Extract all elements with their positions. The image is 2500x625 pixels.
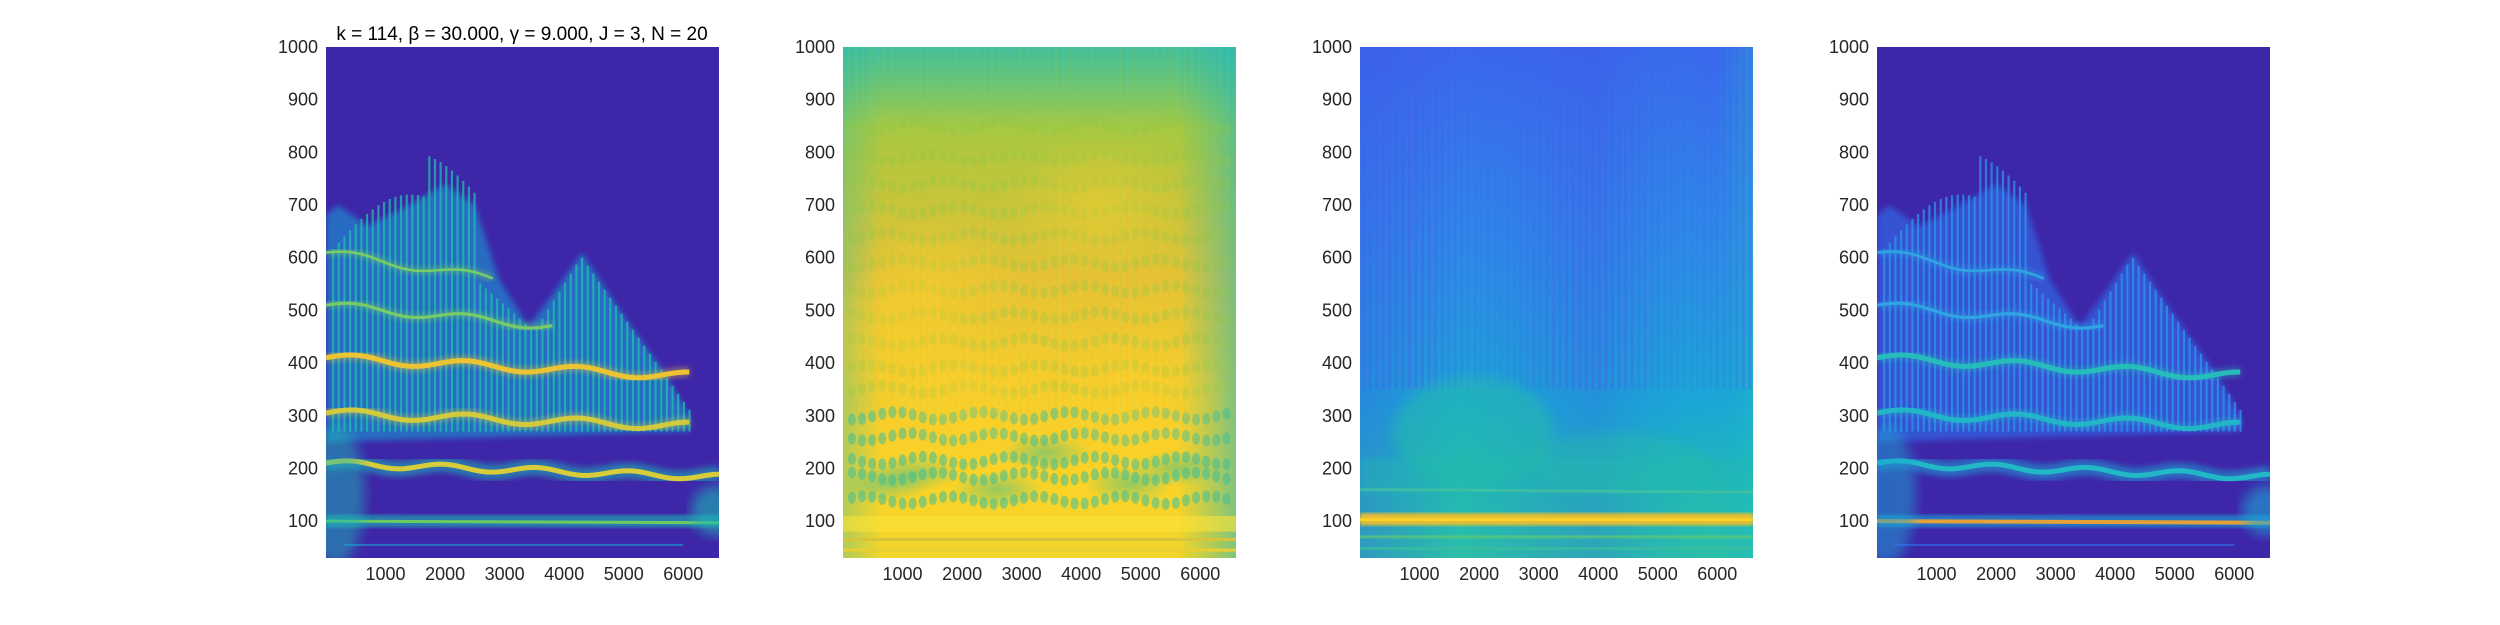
y-tick-label: 500: [1322, 300, 1352, 320]
x-tick-label: 1000: [883, 564, 923, 584]
y-tick-label: 100: [288, 511, 318, 531]
y-tick-label: 800: [1322, 142, 1352, 162]
y-tick-label: 600: [1322, 248, 1352, 268]
x-tick-label: 6000: [2214, 564, 2254, 584]
x-tick-label: 3000: [1519, 564, 1559, 584]
panel-1-spectrogram: [326, 156, 719, 558]
y-tick-label: 800: [1839, 142, 1869, 162]
x-tick-label: 6000: [663, 564, 703, 584]
x-tick-label: 5000: [604, 564, 644, 584]
x-tick-label: 4000: [2095, 564, 2135, 584]
x-tick-label: 2000: [1459, 564, 1499, 584]
x-tick-label: 3000: [485, 564, 525, 584]
y-tick-label: 200: [805, 458, 835, 478]
x-tick-label: 6000: [1697, 564, 1737, 584]
y-tick-label: 400: [805, 353, 835, 373]
heatmap-panel-2: 100 200 300 400 500 600 700 800 900 1000 1000 2000 3…: [795, 37, 1236, 584]
y-tick-label: 500: [288, 300, 318, 320]
y-tick-label: 200: [288, 458, 318, 478]
y-tick-label: 500: [1839, 300, 1869, 320]
y-tick-label: 1000: [1829, 37, 1869, 57]
y-tick-label: 300: [805, 406, 835, 426]
y-tick-label: 700: [1322, 195, 1352, 215]
x-tick-label: 2000: [425, 564, 465, 584]
x-tick-label: 5000: [2155, 564, 2195, 584]
y-tick-label: 200: [1322, 458, 1352, 478]
panel-2-ticks: 100 200 300 400 500 600 700 800 900 1000 1000 2000 3…: [795, 37, 1220, 584]
y-tick-label: 1000: [1312, 37, 1352, 57]
y-tick-label: 800: [805, 142, 835, 162]
y-tick-label: 1000: [795, 37, 835, 57]
y-tick-label: 300: [1839, 406, 1869, 426]
x-tick-label: 4000: [1061, 564, 1101, 584]
y-tick-label: 900: [288, 90, 318, 110]
x-tick-label: 1000: [1917, 564, 1957, 584]
x-tick-label: 1000: [1400, 564, 1440, 584]
x-tick-label: 5000: [1121, 564, 1161, 584]
y-tick-label: 400: [1322, 353, 1352, 373]
y-tick-label: 100: [805, 511, 835, 531]
panel-1-title: k = 114, β = 30.000, γ = 9.000, J = 3, N…: [336, 24, 707, 45]
y-tick-label: 400: [1839, 353, 1869, 373]
y-tick-label: 100: [1839, 511, 1869, 531]
y-tick-label: 300: [1322, 406, 1352, 426]
y-tick-label: 700: [288, 195, 318, 215]
heatmap-panel-1: k = 114, β = 30.000, γ = 9.000, J = 3, N…: [278, 24, 719, 584]
panel-3-ticks: 100 200 300 400 500 600 700 800 900 1000 1000 2000 3…: [1312, 37, 1737, 584]
panel-4-ticks: 100 200 300 400 500 600 700 800 900 1000 1000 2000 3…: [1829, 37, 2254, 584]
y-tick-label: 1000: [278, 37, 318, 57]
y-tick-label: 600: [288, 248, 318, 268]
panel-1-ticks: 100 200 300 400 500 600 700 800 900 1000 1000 2000 3…: [278, 37, 703, 584]
x-tick-label: 1000: [366, 564, 406, 584]
y-tick-label: 500: [805, 300, 835, 320]
y-tick-label: 900: [1839, 90, 1869, 110]
panel-3-spectrogram: [1360, 47, 1753, 558]
x-tick-label: 4000: [544, 564, 584, 584]
x-tick-label: 6000: [1180, 564, 1220, 584]
panel-2-spectrogram: [843, 47, 1236, 558]
y-tick-label: 300: [288, 406, 318, 426]
x-tick-label: 3000: [2036, 564, 2076, 584]
y-tick-label: 200: [1839, 458, 1869, 478]
x-tick-label: 2000: [1976, 564, 2016, 584]
x-tick-label: 5000: [1638, 564, 1678, 584]
y-tick-label: 400: [288, 353, 318, 373]
y-tick-label: 600: [805, 248, 835, 268]
y-tick-label: 100: [1322, 511, 1352, 531]
y-tick-label: 600: [1839, 248, 1869, 268]
heatmap-panel-3: 100 200 300 400 500 600 700 800 900 1000 1000 2000 3…: [1312, 37, 1753, 584]
y-tick-label: 800: [288, 142, 318, 162]
panel-4-spectrogram: [1877, 156, 2270, 558]
y-tick-label: 700: [1839, 195, 1869, 215]
y-tick-label: 700: [805, 195, 835, 215]
x-tick-label: 3000: [1002, 564, 1042, 584]
y-tick-label: 900: [1322, 90, 1352, 110]
x-tick-label: 2000: [942, 564, 982, 584]
y-tick-label: 900: [805, 90, 835, 110]
x-tick-label: 4000: [1578, 564, 1618, 584]
heatmap-panel-4: 100 200 300 400 500 600 700 800 900 1000 1000 2000 3…: [1829, 37, 2270, 584]
